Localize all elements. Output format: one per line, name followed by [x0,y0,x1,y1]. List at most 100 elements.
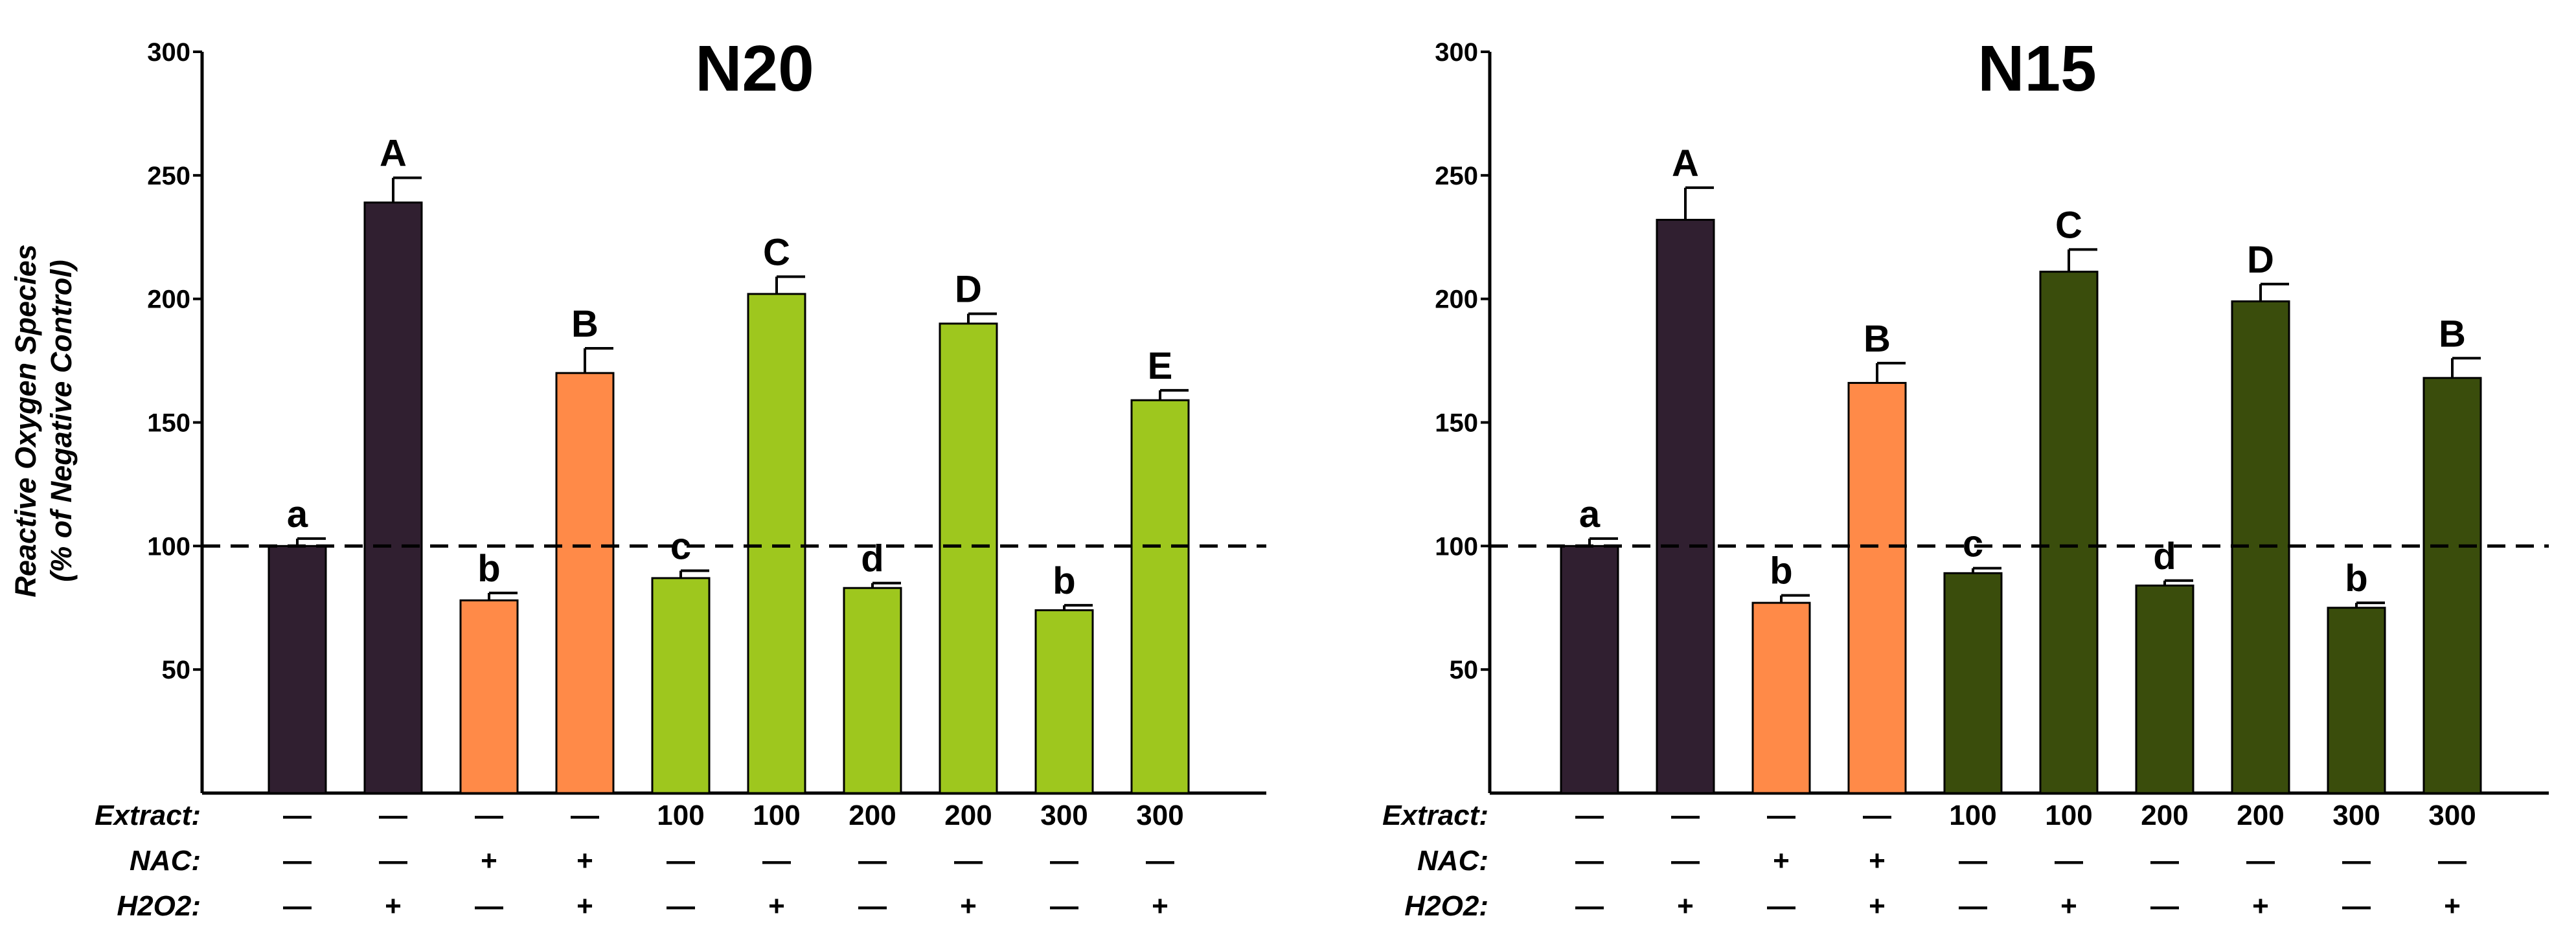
condition-value: + [1152,890,1168,922]
condition-value: 100 [657,800,704,831]
condition-value: + [768,890,785,922]
condition-value: — [2438,845,2467,877]
condition-row-label: H2O2: [117,890,201,922]
condition-value: — [1863,800,1891,831]
chart-title: N15 [1978,32,2096,105]
condition-value: — [283,890,312,922]
significance-letter: d [861,538,883,580]
significance-letter: b [2345,557,2367,600]
bar [1560,544,1619,794]
condition-value: 200 [849,800,896,831]
condition-value: + [576,845,593,877]
significance-letter: c [1963,523,1983,565]
significance-letter: E [1148,345,1173,387]
bar [1751,601,1811,794]
condition-value: 100 [1949,800,1996,831]
condition-value: + [1773,845,1790,877]
bar [1847,381,1907,794]
significance-letter: b [477,548,500,590]
condition-value: — [1575,890,1604,922]
condition-row-label: NAC: [1417,845,1488,877]
condition-value: — [2055,845,2083,877]
y-tick-label: 50 [162,656,191,684]
condition-value: 300 [1136,800,1183,831]
condition-row-label: NAC: [130,845,201,877]
condition-value: — [2150,845,2179,877]
y-tick-label: 150 [1435,409,1478,438]
y-axis-label: Reactive Oxygen Species [9,244,42,597]
significance-letter: C [2055,204,2082,246]
bar [2422,377,2482,794]
y-tick-label: 200 [1435,286,1478,314]
y-tick-label: 150 [147,409,190,438]
bar [2039,271,2099,794]
condition-value: — [1767,800,1795,831]
significance-letter: D [2247,239,2274,281]
significance-letter: A [380,133,407,175]
condition-value: + [481,845,497,877]
bar [459,599,519,794]
condition-value: + [1869,845,1886,877]
condition-value: + [576,890,593,922]
condition-row-label: Extract: [95,800,201,831]
chart-panel-n20: N20 Reactive Oxygen Species (% of Negative… [9,32,1266,922]
condition-value: — [379,800,407,831]
condition-value: — [283,800,312,831]
condition-value: 300 [2332,800,2380,831]
y-tick-label: 250 [1435,162,1478,190]
condition-value: — [667,890,695,922]
significance-letter: B [1864,318,1891,360]
y-tick-label: 100 [1435,532,1478,561]
condition-value: — [283,845,312,877]
significance-letter: C [763,231,790,273]
condition-value: — [475,890,503,922]
y-tick-label: 100 [147,532,190,561]
condition-row-label: Extract: [1382,800,1488,831]
condition-value: — [858,845,887,877]
bar [843,587,902,794]
condition-value: + [2060,890,2077,922]
significance-letter: a [287,493,308,535]
condition-value: — [1959,845,1987,877]
significance-letter: b [1770,550,1792,592]
y-tick-label: 250 [147,162,190,190]
condition-value: — [571,800,599,831]
significance-letter: A [1672,142,1699,185]
condition-value: + [1869,890,1886,922]
condition-value: — [1050,845,1078,877]
condition-value: 200 [2237,800,2284,831]
significance-letter: B [571,303,598,345]
y-tick-label: 300 [147,38,190,67]
bar [1130,399,1190,794]
bar [651,577,711,794]
significance-letter: D [955,269,982,311]
y-axis-label: (% of Negative Control) [45,260,78,582]
condition-value: — [1671,845,1700,877]
condition-value: — [1575,800,1604,831]
condition-value: + [960,890,977,922]
bar [747,293,806,794]
bar [268,544,327,794]
condition-value: — [2342,845,2371,877]
condition-value: — [1767,890,1795,922]
y-tick-label: 300 [1435,38,1478,67]
condition-value: + [1677,890,1694,922]
condition-value: — [475,800,503,831]
condition-value: — [2246,845,2275,877]
significance-letter: B [2439,313,2466,355]
condition-value: + [385,890,402,922]
bar [363,201,423,794]
condition-value: — [667,845,695,877]
y-tick-label: 200 [147,286,190,314]
bar [1034,609,1094,794]
bar [1656,219,1715,794]
condition-value: — [1575,845,1604,877]
condition-row-label: H2O2: [1404,890,1488,922]
bar [2135,584,2194,794]
significance-letter: b [1053,560,1075,602]
condition-value: — [762,845,791,877]
condition-value: 100 [2045,800,2092,831]
condition-value: 300 [1040,800,1088,831]
chart-title: N20 [695,32,814,105]
